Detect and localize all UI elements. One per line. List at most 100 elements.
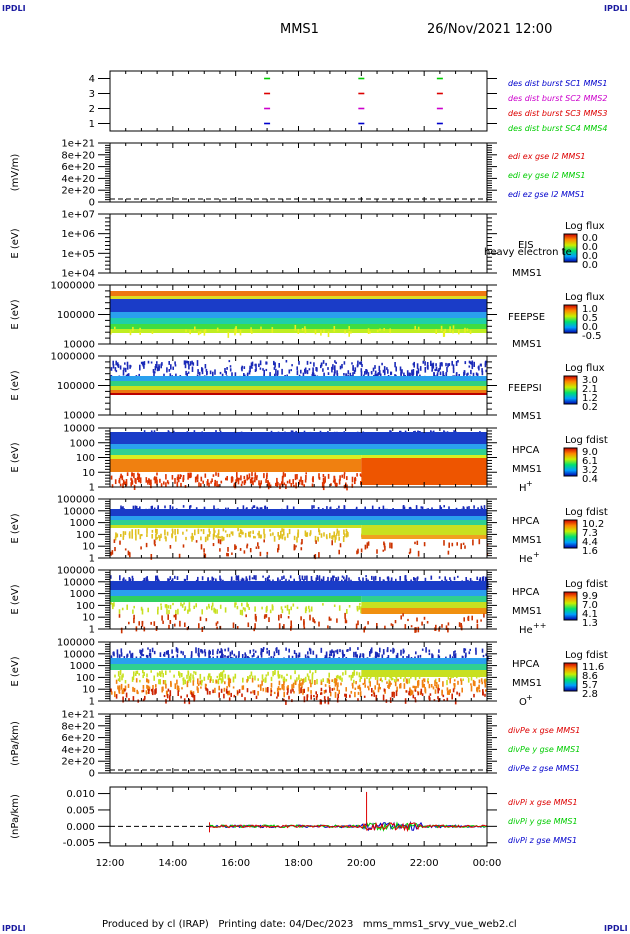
y-tick-label-5: 100 [76,453,95,464]
feepsi-speckle [376,373,379,379]
o-speckle [464,654,467,660]
o-speckle [379,687,381,690]
o-speckle [270,689,273,693]
hepp-speckle [407,618,409,622]
h-speckle [134,478,136,483]
hepp-speckle [362,577,364,584]
h-speckle [236,477,238,481]
o-speckle [307,656,310,660]
hep-speckle [206,534,209,540]
o-speckle [189,678,192,683]
hepp-speckle [247,603,249,608]
o-speckle [476,688,479,693]
feepsi-speckle [357,360,359,367]
o-speckle [180,673,183,676]
feepsi-speckle [188,364,190,370]
o-speckle [160,672,162,677]
feepsi-speckle [400,370,402,376]
feepsi-speckle [112,360,114,366]
feepse-speckle [435,329,437,334]
o-speckle [266,651,268,654]
hepp-speckle [183,602,185,605]
o-speckle [310,694,312,700]
colorbar-tick-6: 7.3 [582,528,598,539]
feepsi-speckle [186,360,188,364]
o-speckle [301,682,303,689]
feepse-speckle [344,330,346,334]
feepse-speckle [151,331,154,334]
feepse-instrument: FEEPSE [508,312,545,323]
hepp-speckle [184,622,186,627]
feepsi-speckle [466,373,468,378]
o-speckle [343,654,346,657]
hepp-speckle [449,577,451,581]
o-speckle [276,687,279,692]
hepp-speckle [479,577,482,583]
feepsi-speckle [334,365,336,371]
feepsi-speckle [341,364,343,369]
feepsi-speckle [426,362,429,365]
o-speckle [173,674,175,678]
hepp-speckle [312,617,314,622]
h-speckle [119,483,122,487]
hep-speckle [128,533,131,539]
hep-speckle [171,533,174,537]
hepp-speckle [147,607,149,613]
h-speckle [176,481,179,488]
hep-speckle [306,532,309,537]
hep-speckle [335,533,338,536]
feepse-speckle [110,329,113,333]
hep-speckle [154,544,156,547]
feepse-speckle [304,328,307,334]
feepsi-speckle [154,366,157,371]
hepp-speckle [327,576,329,583]
hepp-speckle [193,605,195,610]
o-speckle [484,693,486,697]
hep-speckle [191,532,194,538]
feepse-speckle [323,329,325,333]
o-speckle [370,647,373,653]
feepsi-speckle [345,373,348,376]
o-speckle [218,685,220,691]
h-speckle [263,473,265,479]
o-speckle [166,694,169,699]
hepp-speckle [236,605,239,610]
o-speckle [274,670,276,674]
o-speckle [200,679,203,686]
h-band [110,455,362,459]
o-speckle [487,655,489,661]
feepsi-speckle [160,363,162,369]
feepsi-speckle [251,361,254,367]
hep-speckle [156,536,158,540]
o-speckle [242,685,245,690]
feepsi-speckle [304,367,307,374]
feepsi-band [110,376,487,381]
h-speckle [327,473,330,479]
h-speckle [166,480,169,484]
feepsi-speckle [343,373,345,376]
feepsi-speckle [306,370,309,375]
hepp-speckle [416,617,418,622]
h-speckle [214,479,216,486]
hepp-speckle [453,576,456,581]
o-speckle [176,685,179,691]
hepp-speckle [199,616,202,621]
o-speckle [327,696,329,701]
h-speckle [303,484,305,488]
hepp-speckle [460,625,463,631]
o-speckle [207,675,209,680]
divpi-series-2 [209,821,488,833]
h-speckle [206,481,209,486]
hep-speckle [209,531,211,535]
hepp-speckle [278,623,281,629]
o-speckle [298,674,300,680]
o-speckle [414,689,417,692]
o-speckle [182,651,184,656]
o-speckle [478,684,480,690]
hep-speckle [217,535,220,539]
o-speckle [423,683,425,688]
hepp-band [361,596,487,602]
hep-speckle [185,529,188,532]
colorbar-6 [563,519,578,549]
o-speckle [295,652,298,659]
